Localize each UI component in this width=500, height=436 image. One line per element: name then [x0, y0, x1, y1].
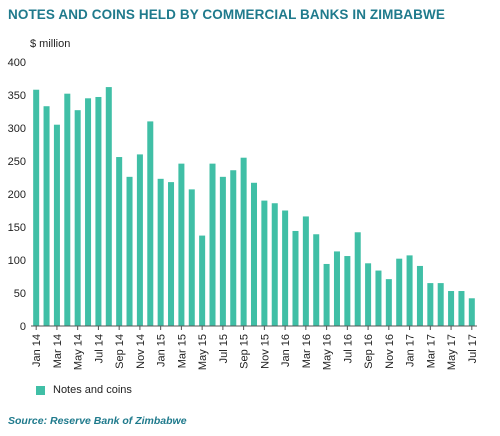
- bar: [354, 232, 361, 326]
- x-tick-label: Nov 14: [135, 334, 147, 369]
- x-tick-label: Mar 17: [425, 334, 437, 368]
- bar: [250, 182, 258, 326]
- bar: [43, 106, 50, 326]
- bar: [437, 283, 444, 326]
- y-tick-label: 350: [8, 90, 26, 102]
- bar: [406, 255, 413, 326]
- bar: [64, 93, 71, 327]
- bar: [365, 263, 372, 326]
- bar: [313, 234, 320, 326]
- bar: [188, 189, 195, 326]
- x-tick-label: Jul 15: [218, 334, 230, 363]
- x-tick-label: Jul 16: [342, 334, 354, 363]
- x-tick-label: May 15: [197, 334, 209, 370]
- y-tick-label: 150: [8, 222, 26, 234]
- bar: [302, 216, 309, 326]
- bar: [95, 96, 102, 326]
- bar: [219, 176, 226, 326]
- y-tick-label: 0: [20, 321, 26, 333]
- bar: [468, 298, 475, 326]
- bar: [33, 89, 40, 326]
- y-tick-label: 400: [8, 57, 26, 69]
- bar: [178, 163, 185, 326]
- legend-label: Notes and coins: [53, 384, 132, 396]
- bar: [458, 291, 465, 326]
- bar: [396, 258, 403, 326]
- x-tick-label: Mar 16: [301, 334, 313, 368]
- x-tick-label: Mar 14: [52, 334, 64, 368]
- bar: [427, 283, 434, 326]
- bar: [282, 210, 289, 326]
- x-tick-label: Jan 14: [31, 334, 43, 367]
- x-tick-label: Nov 16: [384, 334, 396, 369]
- x-tick-label: Jan 15: [156, 334, 168, 367]
- bar: [116, 157, 123, 326]
- bar: [292, 230, 299, 326]
- bar: [199, 235, 206, 326]
- y-tick-label: 250: [8, 156, 26, 168]
- chart-title: NOTES AND COINS HELD BY COMMERCIAL BANKS…: [8, 7, 445, 22]
- x-tick-label: Jan 17: [405, 334, 417, 367]
- bar: [323, 263, 330, 326]
- bar: [375, 270, 382, 326]
- y-axis-unit-label: $ million: [30, 38, 71, 50]
- x-tick-label: Sep 14: [114, 334, 126, 369]
- legend: Notes and coins: [36, 384, 132, 396]
- bar: [168, 182, 175, 326]
- bar: [344, 256, 351, 326]
- x-tick-label: May 14: [73, 334, 85, 370]
- y-tick-label: 100: [8, 255, 26, 267]
- source-note: Source: Reserve Bank of Zimbabwe: [8, 415, 187, 427]
- bar: [448, 291, 455, 326]
- bar: [261, 200, 268, 326]
- x-tick-label: Mar 15: [176, 334, 188, 368]
- x-tick-label: Nov 15: [259, 334, 271, 369]
- bar: [74, 110, 81, 327]
- bar: [230, 170, 237, 326]
- bar: [85, 98, 92, 326]
- y-tick-label: 50: [14, 288, 26, 300]
- x-tick-label: Sep 15: [239, 334, 251, 369]
- x-tick-label: Jan 16: [280, 334, 292, 367]
- legend-swatch: [36, 385, 45, 395]
- y-tick-label: 200: [8, 189, 26, 201]
- bar: [240, 157, 247, 326]
- bar: [157, 178, 164, 326]
- bar: [136, 154, 143, 326]
- bar: [209, 163, 216, 326]
- bar: [105, 87, 112, 326]
- x-tick-label: Jul 14: [93, 334, 105, 363]
- x-tick-label: Sep 16: [363, 334, 375, 369]
- y-tick-label: 300: [8, 123, 26, 135]
- x-tick-label: Jul 17: [467, 334, 479, 363]
- x-tick-label: May 17: [446, 334, 458, 370]
- bar: [333, 251, 340, 326]
- bar: [126, 176, 133, 326]
- bar: [271, 203, 278, 326]
- x-tick-label: May 16: [322, 334, 334, 370]
- bar: [147, 121, 154, 327]
- bar: [53, 124, 60, 326]
- bar: [385, 279, 392, 326]
- bar: [416, 265, 423, 326]
